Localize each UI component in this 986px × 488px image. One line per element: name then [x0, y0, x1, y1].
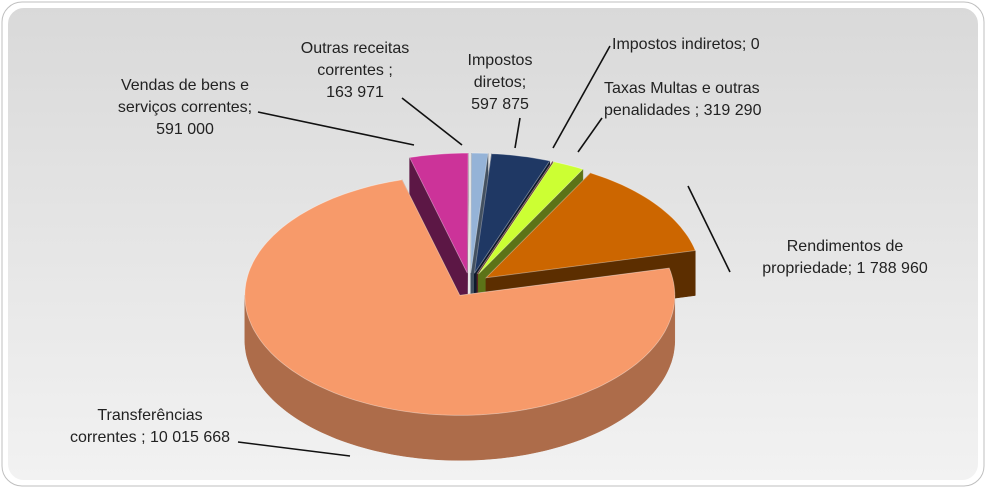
pie	[244, 152, 696, 461]
slice	[478, 161, 584, 275]
slice	[484, 172, 696, 279]
data-label: 597 875	[471, 96, 529, 113]
leader-lines	[237, 45, 731, 457]
leader-line	[577, 117, 603, 153]
slice	[408, 152, 469, 274]
data-label: Taxas Multas e outras	[604, 80, 760, 97]
data-label: 591 000	[156, 121, 214, 138]
data-label: penalidades ; 319 290	[604, 102, 762, 119]
data-label: propriedade; 1 788 960	[762, 260, 928, 277]
data-label: diretos;	[474, 74, 526, 91]
leader-line	[257, 111, 415, 146]
leader-line	[401, 97, 463, 146]
slice	[470, 152, 489, 274]
data-label: Impostos	[468, 52, 533, 69]
data-label: Impostos indiretos; 0	[612, 36, 760, 53]
data-label: Outras receitas	[301, 40, 409, 57]
data-label: Transferências	[97, 407, 202, 424]
leader-line	[237, 441, 351, 457]
leader-line	[552, 45, 611, 149]
data-label: 163 971	[326, 84, 384, 101]
slice	[476, 161, 553, 275]
data-label: Rendimentos de	[787, 238, 904, 255]
data-label: correntes ; 10 015 668	[70, 429, 230, 446]
data-label: serviços correntes;	[118, 99, 252, 116]
data-label: Vendas de bens e	[121, 77, 249, 94]
leader-line	[687, 185, 731, 273]
data-labels: Impostos diretos; 597 875 Impostos indireto…	[70, 36, 928, 446]
slice	[244, 179, 676, 416]
slice	[474, 153, 551, 274]
leader-line	[514, 117, 521, 149]
data-label: correntes ;	[317, 62, 393, 79]
